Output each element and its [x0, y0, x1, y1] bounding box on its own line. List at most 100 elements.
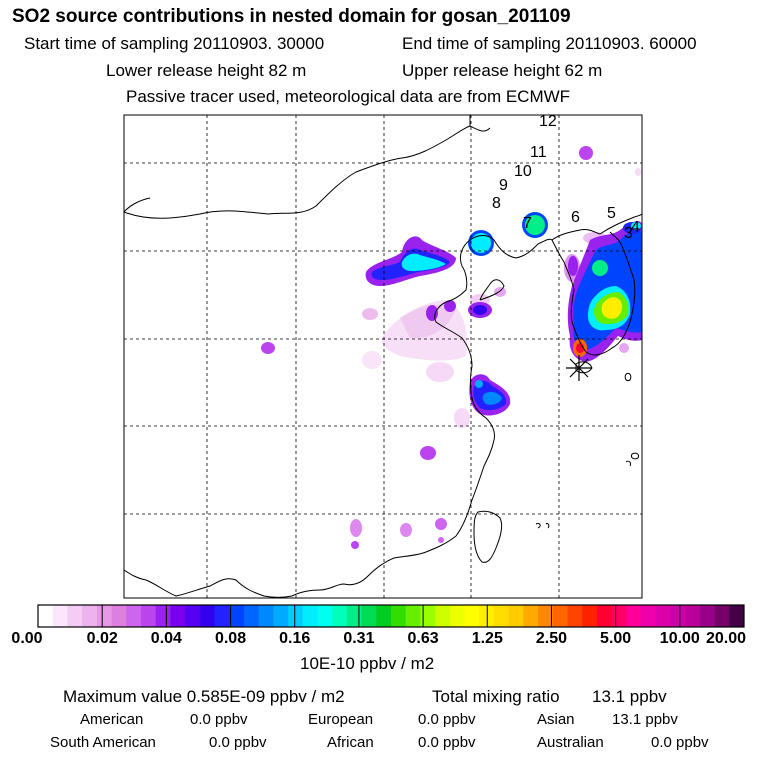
colorbar-swatch [273, 605, 289, 627]
colorbar-swatch [391, 605, 407, 627]
colorbar-swatch [596, 605, 613, 627]
graticule [124, 115, 642, 598]
map-title: SO2 source contributions in nested domai… [12, 6, 571, 27]
receptor-marker [566, 355, 592, 381]
traj-label-8: 8 [492, 195, 501, 212]
colorbar-swatch [655, 605, 671, 627]
region-value: 0.0 ppbv [418, 711, 476, 728]
region-value: 0.0 ppbv [418, 734, 476, 751]
colorbar-swatch [332, 605, 348, 627]
colorbar-swatch [449, 605, 465, 627]
coastlines [124, 115, 642, 598]
plume-north-china [365, 236, 492, 321]
colorbar-swatch [670, 605, 686, 627]
colorbar-tick-label: 5.00 [600, 630, 632, 647]
start-time-label: Start time of sampling 20110903. 30000 [24, 34, 325, 53]
traj-label-9: 9 [499, 177, 508, 194]
upper-release-label: Upper release height 62 m [402, 61, 603, 80]
colorbar-units: 10E-10 ppbv / m2 [300, 654, 435, 673]
colorbar-swatch [214, 605, 230, 627]
colorbar-swatch [538, 605, 554, 627]
colorbar-tick-label: 0.16 [279, 630, 311, 647]
colorbar-swatch [67, 605, 83, 627]
traj-label-10: 10 [514, 163, 532, 180]
colorbar-swatch [420, 605, 436, 627]
colorbar-swatch [199, 605, 215, 627]
colorbar-swatch [317, 605, 333, 627]
lower-release-label: Lower release height 82 m [106, 61, 307, 80]
traj-label-12: 12 [539, 113, 557, 130]
colorbar-tick-label: 0.08 [214, 630, 247, 647]
colorbar-swatch [155, 605, 171, 627]
colorbar-swatch [435, 605, 451, 627]
colorbar-tick-label: 0.63 [407, 630, 439, 647]
colorbar-tick-label: 10.00 [659, 630, 700, 647]
colorbar-swatch [552, 605, 568, 627]
colorbar-frame [37, 604, 745, 628]
colorbar [38, 605, 745, 627]
colorbar-swatch [140, 605, 157, 627]
colorbar-tick-label: 2.50 [535, 630, 568, 647]
plume-dots [261, 146, 593, 549]
tracer-note: Passive tracer used, meteorological data… [126, 87, 571, 106]
region-name: Asian [537, 711, 575, 728]
colorbar-swatch [185, 605, 201, 627]
colorbar-tick-label: 0.02 [86, 630, 118, 647]
colorbar-swatch [346, 605, 362, 627]
region-value: 13.1 ppbv [612, 711, 678, 728]
region-name: South American [50, 734, 156, 751]
colorbar-swatch [302, 605, 318, 627]
map-frame [123, 114, 643, 599]
colorbar-tick-label: 0.00 [11, 630, 43, 647]
colorbar-swatch [361, 605, 377, 627]
traj-label-4: 4 [631, 219, 640, 236]
max-value-label: Maximum value 0.585E-09 ppbv / m2 [63, 687, 345, 706]
colorbar-swatch [626, 605, 642, 627]
colorbar-swatch [288, 605, 304, 627]
total-mixing-value: 13.1 ppbv [592, 687, 667, 706]
colorbar-swatch [729, 605, 745, 627]
region-name: European [308, 711, 374, 728]
colorbar-swatch [82, 605, 98, 627]
colorbar-swatch [38, 605, 54, 627]
colorbar-swatch [405, 605, 421, 627]
colorbar-swatch [508, 605, 524, 627]
traj-label-11: 11 [530, 144, 547, 161]
colorbar-swatch [126, 605, 142, 627]
colorbar-swatch [111, 605, 127, 627]
colorbar-swatch [464, 605, 480, 627]
colorbar-swatch [243, 605, 260, 627]
region-name: Australian [537, 734, 604, 751]
colorbar-swatch [611, 605, 627, 627]
colorbar-swatch [685, 605, 701, 627]
traj-label-5: 5 [607, 205, 616, 222]
colorbar-tick-label: 1.25 [471, 630, 503, 647]
colorbar-tick-label: 0.31 [343, 630, 375, 647]
colorbar-swatch [567, 605, 583, 627]
total-mixing-label: Total mixing ratio [432, 687, 560, 706]
region-name: American [80, 711, 144, 728]
colorbar-tick-label: 0.04 [150, 630, 182, 647]
colorbar-swatch [493, 605, 510, 627]
region-value: 0.0 ppbv [190, 711, 248, 728]
traj-label-6: 6 [571, 209, 580, 226]
traj-label-7: 7 [523, 215, 532, 232]
colorbar-swatch [523, 605, 539, 627]
plume-korea [567, 221, 642, 362]
colorbar-swatch [52, 605, 68, 627]
colorbar-swatch [258, 605, 274, 627]
traj-label-3: 3 [624, 225, 633, 242]
colorbar-swatch [170, 605, 186, 627]
plume-liaodong [468, 212, 548, 256]
region-value: 0.0 ppbv [651, 734, 709, 751]
colorbar-swatch [376, 605, 392, 627]
region-name: African [327, 734, 374, 751]
colorbar-swatch [699, 605, 715, 627]
region-value: 0.0 ppbv [209, 734, 267, 751]
colorbar-swatch [582, 605, 598, 627]
colorbar-swatch [96, 605, 112, 627]
plume-shanghai [469, 374, 511, 416]
colorbar-swatch [229, 605, 245, 627]
end-time-label: End time of sampling 20110903. 60000 [402, 34, 697, 53]
